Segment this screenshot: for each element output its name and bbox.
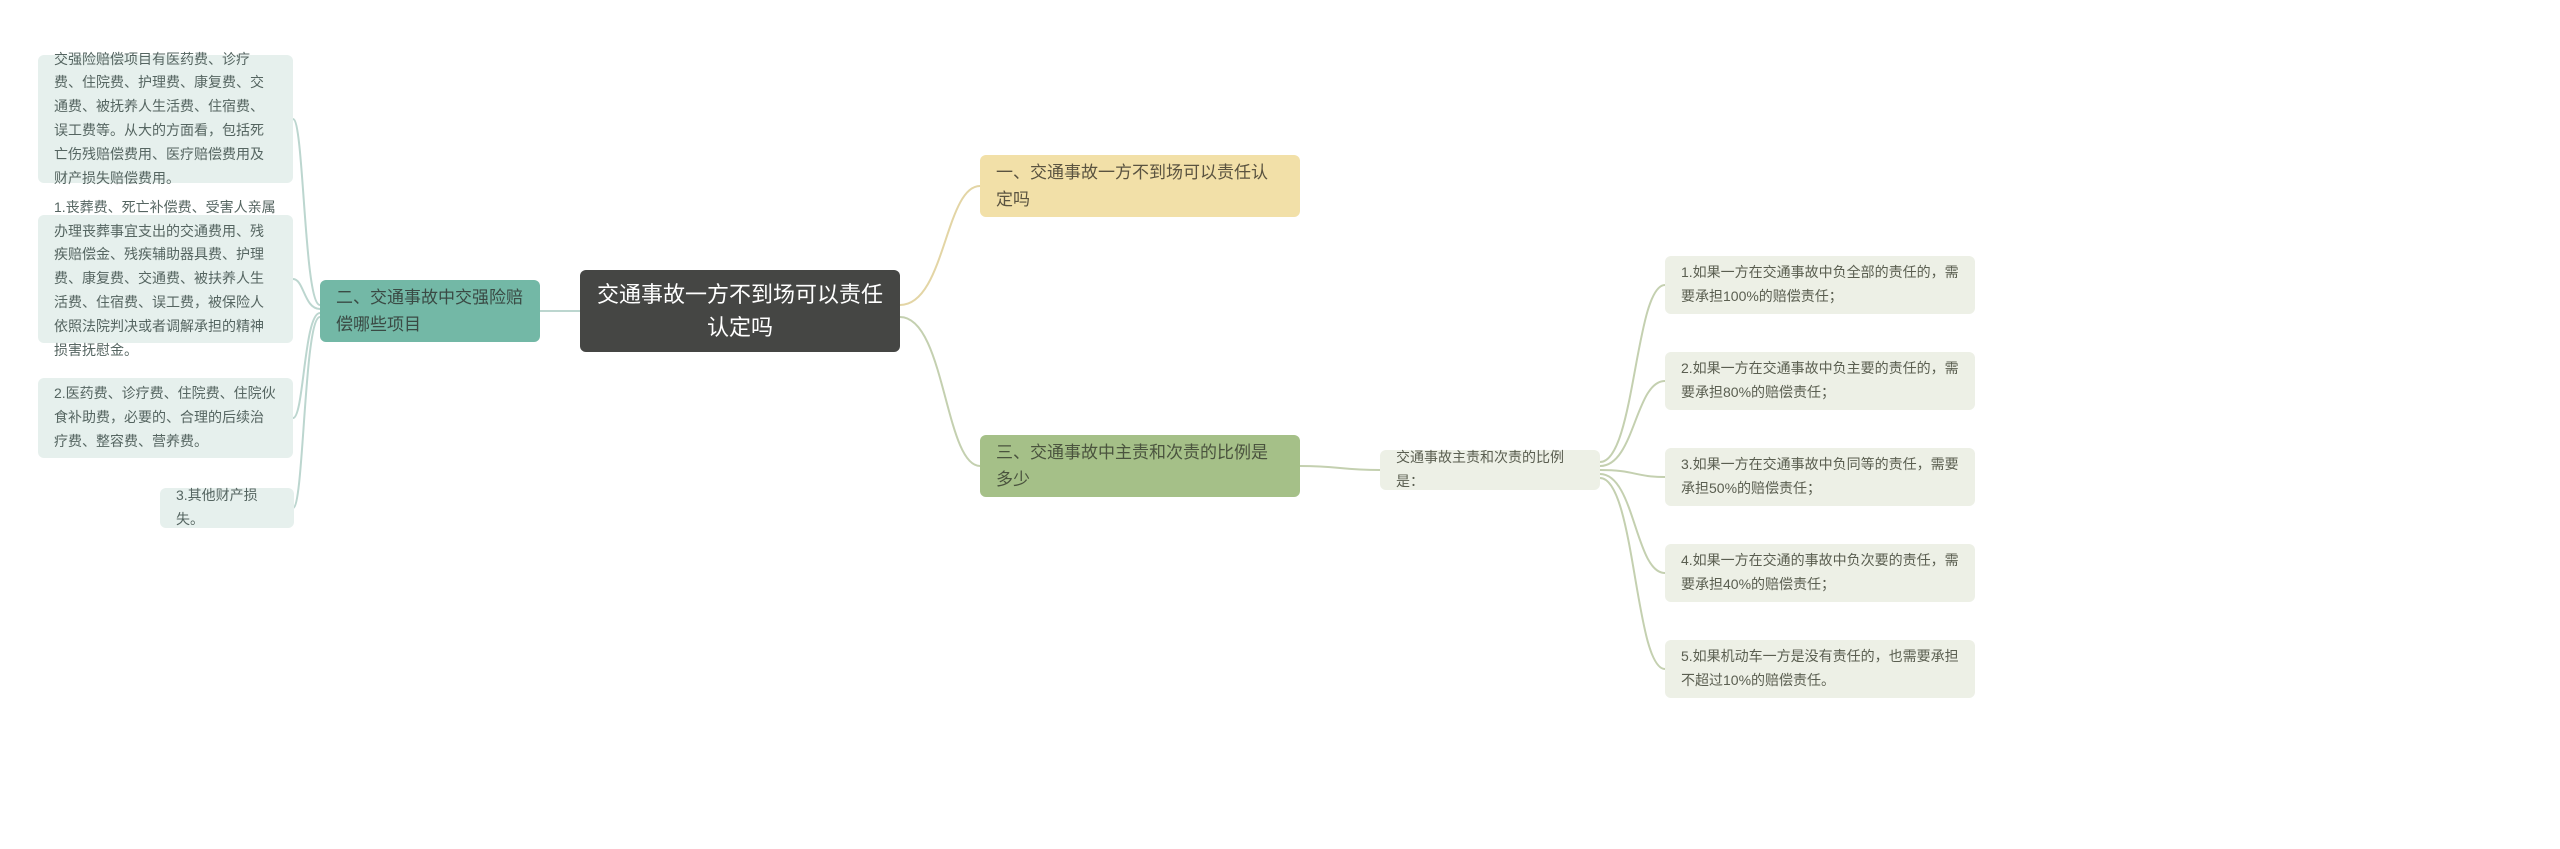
branch3-label: 三、交通事故中主责和次责的比例是多少	[996, 439, 1284, 493]
leaf-b2-0-text: 交强险赔偿项目有医药费、诊疗费、住院费、护理费、康复费、交通费、被抚养人生活费、…	[54, 48, 277, 191]
leaf-b3-3-text: 4.如果一方在交通的事故中负次要的责任，需要承担40%的赔偿责任；	[1681, 549, 1959, 597]
leaf-b3-4: 5.如果机动车一方是没有责任的，也需要承担不超过10%的赔偿责任。	[1665, 640, 1975, 698]
edge-root-branch1	[900, 186, 980, 305]
leaf-b2-1: 1.丧葬费、死亡补偿费、受害人亲属办理丧葬事宜支出的交通费用、残疾赔偿金、残疾辅…	[38, 215, 293, 343]
leaf-b3-1-text: 2.如果一方在交通事故中负主要的责任的，需要承担80%的赔偿责任；	[1681, 357, 1959, 405]
edge-b2-l4	[293, 317, 320, 508]
connector-svg	[0, 0, 2560, 849]
leaf-b3-2: 3.如果一方在交通事故中负同等的责任，需要承担50%的赔偿责任；	[1665, 448, 1975, 506]
branch2-node: 二、交通事故中交强险赔偿哪些项目	[320, 280, 540, 342]
leaf-b2-2-text: 2.医药费、诊疗费、住院费、住院伙食补助费，必要的、合理的后续治疗费、整容费、营…	[54, 382, 277, 453]
edge-b2-l3	[293, 313, 320, 418]
branch3-mid-text: 交通事故主责和次责的比例是：	[1396, 446, 1584, 494]
leaf-b3-3: 4.如果一方在交通的事故中负次要的责任，需要承担40%的赔偿责任；	[1665, 544, 1975, 602]
leaf-b2-3-text: 3.其他财产损失。	[176, 484, 278, 532]
branch1-node: 一、交通事故一方不到场可以责任认定吗	[980, 155, 1300, 217]
branch1-label: 一、交通事故一方不到场可以责任认定吗	[996, 159, 1284, 213]
edge-b2-l2	[293, 279, 320, 309]
edge-mid-l2	[1600, 381, 1665, 466]
branch2-label: 二、交通事故中交强险赔偿哪些项目	[336, 284, 524, 338]
leaf-b2-1-text: 1.丧葬费、死亡补偿费、受害人亲属办理丧葬事宜支出的交通费用、残疾赔偿金、残疾辅…	[54, 196, 277, 363]
root-node: 交通事故一方不到场可以责任认定吗	[580, 270, 900, 352]
edge-mid-l3	[1600, 470, 1665, 477]
branch3-node: 三、交通事故中主责和次责的比例是多少	[980, 435, 1300, 497]
edge-mid-l4	[1600, 474, 1665, 573]
edge-b2-l1	[293, 119, 320, 305]
leaf-b3-4-text: 5.如果机动车一方是没有责任的，也需要承担不超过10%的赔偿责任。	[1681, 645, 1959, 693]
branch3-mid-node: 交通事故主责和次责的比例是：	[1380, 450, 1600, 490]
leaf-b3-1: 2.如果一方在交通事故中负主要的责任的，需要承担80%的赔偿责任；	[1665, 352, 1975, 410]
edge-mid-l1	[1600, 285, 1665, 462]
leaf-b3-0-text: 1.如果一方在交通事故中负全部的责任的，需要承担100%的赔偿责任；	[1681, 261, 1959, 309]
root-label: 交通事故一方不到场可以责任认定吗	[596, 278, 884, 344]
edge-mid-l5	[1600, 478, 1665, 669]
leaf-b2-0: 交强险赔偿项目有医药费、诊疗费、住院费、护理费、康复费、交通费、被抚养人生活费、…	[38, 55, 293, 183]
edge-b3-mid	[1300, 466, 1380, 470]
leaf-b3-2-text: 3.如果一方在交通事故中负同等的责任，需要承担50%的赔偿责任；	[1681, 453, 1959, 501]
leaf-b3-0: 1.如果一方在交通事故中负全部的责任的，需要承担100%的赔偿责任；	[1665, 256, 1975, 314]
leaf-b2-3: 3.其他财产损失。	[160, 488, 294, 528]
edge-root-branch3	[900, 317, 980, 466]
leaf-b2-2: 2.医药费、诊疗费、住院费、住院伙食补助费，必要的、合理的后续治疗费、整容费、营…	[38, 378, 293, 458]
